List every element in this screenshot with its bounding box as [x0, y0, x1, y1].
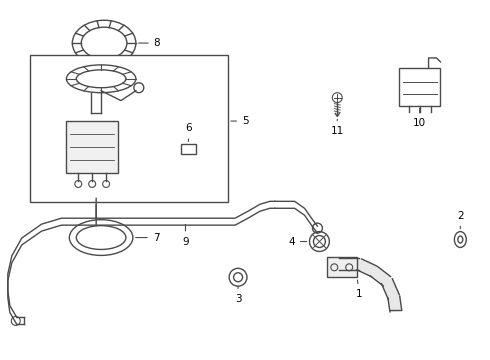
Text: 10: 10: [413, 108, 426, 129]
Polygon shape: [357, 259, 376, 277]
Text: 5: 5: [231, 116, 248, 126]
Polygon shape: [339, 258, 359, 270]
Bar: [180, 144, 196, 154]
Text: 6: 6: [185, 123, 192, 141]
Polygon shape: [370, 266, 391, 286]
Bar: [30, 55, 228, 202]
Text: 1: 1: [356, 280, 363, 299]
Text: 4: 4: [288, 237, 307, 247]
Text: 7: 7: [136, 233, 159, 243]
Polygon shape: [388, 296, 402, 312]
Polygon shape: [381, 279, 399, 300]
Bar: [327, 257, 357, 277]
Text: 3: 3: [235, 286, 242, 304]
Text: 8: 8: [139, 38, 160, 48]
Bar: [66, 121, 118, 173]
Text: 11: 11: [331, 119, 344, 136]
Text: 2: 2: [457, 211, 464, 229]
Bar: [399, 68, 441, 105]
Text: 9: 9: [182, 224, 189, 247]
